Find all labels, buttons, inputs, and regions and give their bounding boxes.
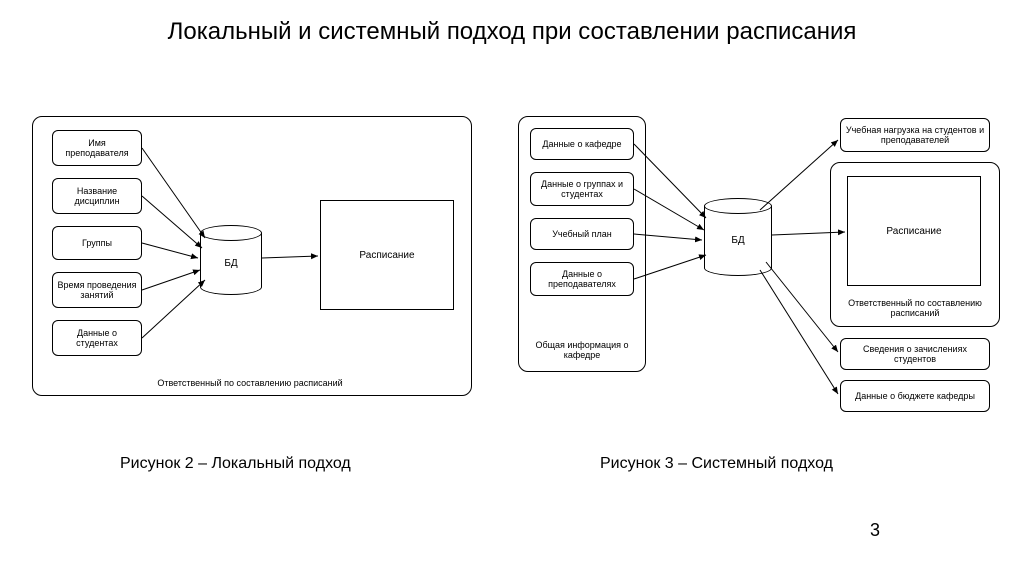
fig3-schedule-label: Расписание [886,226,941,237]
fig3-output-b1: Данные о бюджете кафедры [840,380,990,412]
fig2-input-3: Время проведения занятий [52,272,142,308]
fig3-schedule: Расписание [847,176,981,286]
fig3-output-top-label: Учебная нагрузка на студентов и преподав… [845,125,985,146]
fig3-db: БД [704,198,772,276]
fig3-output-b1-label: Данные о бюджете кафедры [855,391,975,401]
fig2-db: БД [200,225,262,295]
fig2-input-1-label: Название дисциплин [57,186,137,207]
diagram-canvas: Имя преподавателя Название дисциплин Гру… [0,0,1024,574]
fig2-input-3-label: Время проведения занятий [57,280,137,301]
fig2-input-1: Название дисциплин [52,178,142,214]
fig3-input-2-label: Учебный план [552,229,612,239]
fig2-input-2-label: Группы [82,238,112,248]
fig3-output-top: Учебная нагрузка на студентов и преподав… [840,118,990,152]
fig2-input-2: Группы [52,226,142,260]
fig3-inputs-group-label: Общая информация о кафедре [522,340,642,360]
fig3-outputs-group-label: Ответственный по составлению расписаний [835,298,995,318]
fig3-input-0: Данные о кафедре [530,128,634,160]
page-number: 3 [870,520,880,541]
fig3-input-1: Данные о группах и студентах [530,172,634,206]
fig3-input-3-label: Данные о преподавателях [535,269,629,290]
fig3-input-2: Учебный план [530,218,634,250]
fig3-output-b0-label: Сведения о зачислениях студентов [845,344,985,365]
fig3-input-0-label: Данные о кафедре [542,139,621,149]
fig2-db-label: БД [224,258,237,269]
fig2-input-4: Данные о студентах [52,320,142,356]
fig2-caption: Рисунок 2 – Локальный подход [120,455,351,473]
fig3-caption: Рисунок 3 – Системный подход [600,455,833,473]
fig3-input-1-label: Данные о группах и студентах [535,179,629,200]
fig2-input-4-label: Данные о студентах [57,328,137,349]
fig2-input-0: Имя преподавателя [52,130,142,166]
fig2-output-label: Расписание [359,250,414,261]
fig3-output-b0: Сведения о зачислениях студентов [840,338,990,370]
fig3-input-3: Данные о преподавателях [530,262,634,296]
fig2-input-0-label: Имя преподавателя [57,138,137,159]
fig2-output: Расписание [320,200,454,310]
fig3-db-label: БД [731,235,744,246]
fig2-container-label: Ответственный по составлению расписаний [120,378,380,388]
